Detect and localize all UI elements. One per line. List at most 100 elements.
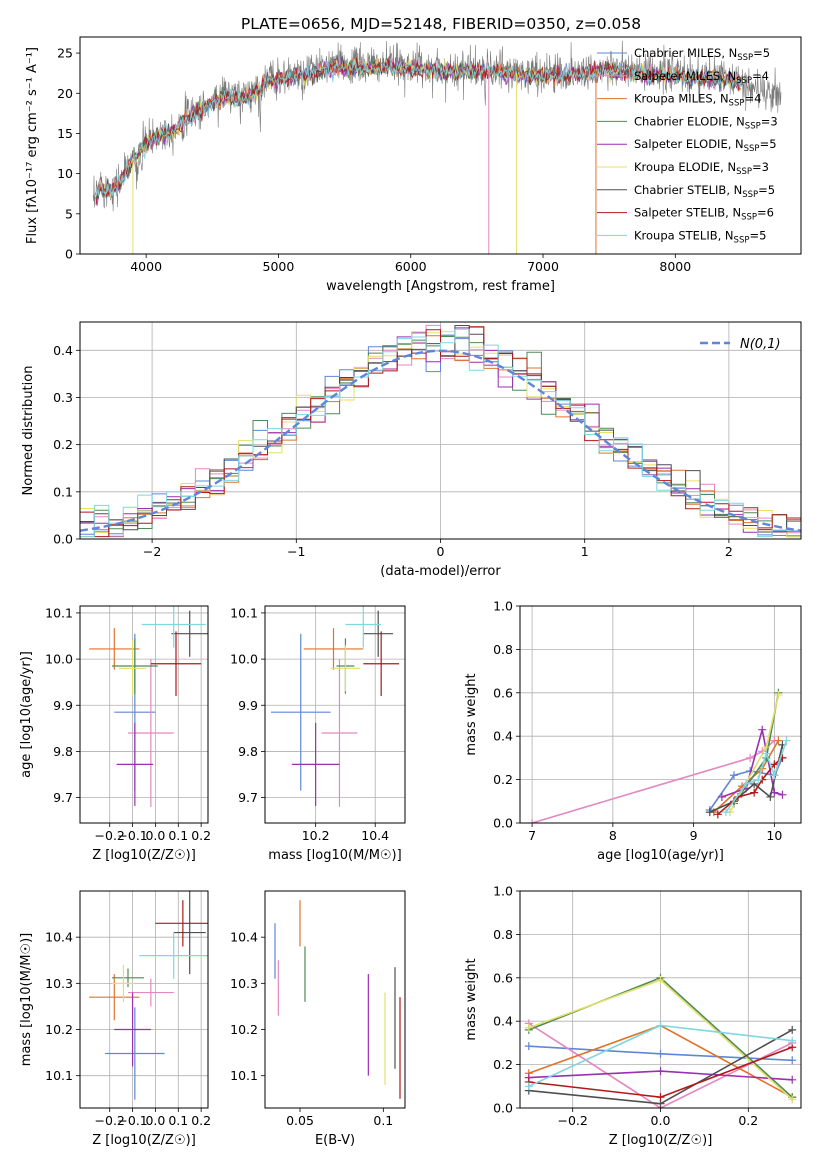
residuals-ytick-label: 0.3 (53, 390, 73, 405)
weight-vs-age-xtick-label: 7 (528, 828, 536, 843)
weight-vs-age-ytick-label: 0.8 (493, 642, 513, 657)
mass-vs-Z-xlabel: Z [log10(Z/Z☉)] (92, 1133, 196, 1148)
age-vs-Z-point (118, 640, 147, 697)
mass-vs-EBV-ytick-label: 10.4 (230, 930, 258, 945)
spectrum-ytick-label: 20 (57, 86, 73, 101)
residuals-plot-area (80, 324, 801, 538)
spectrum-xtick-label: 7000 (527, 259, 559, 274)
mass-vs-Z-ytick-label: 10.2 (45, 1022, 73, 1037)
spectrum-ytick-label: 5 (65, 206, 73, 221)
mass-vs-Z-point (112, 964, 135, 1002)
weight-vs-Z-ytick-label: 0.6 (493, 970, 513, 985)
weight-vs-age-point-marker (754, 775, 763, 784)
weight-vs-age-point-marker (762, 749, 771, 758)
spectrum-legend-label: Salpeter ELODIE, NSSP=5 (634, 137, 777, 154)
residuals-ytick-label: 0.2 (53, 437, 73, 452)
mass-vs-EBV-xtick-label: 0.05 (286, 1113, 314, 1128)
mass-vs-Z-ytick-label: 10.1 (45, 1068, 73, 1083)
weight-vs-age-ylabel: mass weight (464, 673, 479, 755)
weight-vs-Z-point-marker (788, 1025, 797, 1034)
spectrum-ytick-label: 15 (57, 126, 73, 141)
age-vs-Z-xtick-label: 0.0 (145, 828, 165, 843)
mass-vs-Z-xtick-label: 0.2 (191, 1113, 211, 1128)
weight-vs-Z-point-marker (524, 1042, 533, 1051)
mass-vs-Z-xtick-label: 0.1 (168, 1113, 188, 1128)
age-vs-Z-point (116, 722, 154, 806)
age-vs-mass-panel: 10.2 10.4 9.7 9.8 9.9 10.0 10.1 mass [log10(M/M… (230, 605, 406, 863)
spectrum-legend: Chabrier MILES, NSSP=5 Salpeter MILES, NS… (597, 46, 778, 245)
age-vs-Z-xtick-label: −0.1 (117, 828, 147, 843)
mass-vs-Z-frame (79, 890, 209, 1109)
mass-vs-Z-xtick-label: 0.0 (145, 1113, 165, 1128)
weight-vs-Z-plot-area (524, 973, 797, 1108)
spectrum-plot-area (92, 40, 782, 254)
age-vs-Z-point (89, 628, 140, 670)
weight-vs-age-point-marker (774, 736, 783, 745)
mass-vs-Z-ytick-label: 10.4 (45, 930, 73, 945)
weight-vs-age-point-marker (746, 753, 755, 762)
age-vs-Z-point (150, 631, 202, 697)
weight-vs-Z-point-marker (656, 1093, 665, 1102)
spectrum-legend-label: Chabrier ELODIE, NSSP=3 (634, 114, 778, 131)
weight-vs-age-ytick-label: 0.4 (493, 729, 513, 744)
weight-vs-age-ytick-label: 0.6 (493, 685, 513, 700)
residuals-xtick-label: −2 (143, 544, 161, 559)
weight-vs-age-panel: 7 8 9 10 0.0 0.2 0.4 0.6 0.8 1.0 age [log10(age/yr… (464, 599, 802, 863)
normal-distribution-curve (80, 349, 801, 532)
spectrum-xtick-label: 4000 (130, 259, 162, 274)
age-vs-Z-panel: −0.2−0.10.0 0.1 0.2 9.7 9.8 9.9 10.0 10.1 Z [log… (19, 605, 211, 863)
weight-vs-age-ytick-label: 0.0 (493, 816, 513, 831)
spectrum-legend-label: Kroupa MILES, NSSP=4 (634, 92, 761, 109)
weight-vs-age-point-marker (758, 725, 767, 734)
age-vs-mass-xlabel: mass [log10(M/M☉)] (268, 848, 401, 863)
weight-vs-age-grid (520, 605, 801, 824)
age-vs-mass-point (363, 631, 400, 697)
weight-vs-age-point-marker (713, 810, 722, 819)
mass-vs-Z-ylabel: mass [log10(M/M☉)] (19, 933, 34, 1066)
age-vs-mass-point (321, 659, 358, 807)
weight-vs-Z-ytick-label: 0.8 (493, 927, 513, 942)
weight-vs-age-xtick-label: 8 (609, 828, 617, 843)
age-vs-mass-point (303, 628, 364, 670)
age-vs-Z-xlabel: Z [log10(Z/Z☉)] (92, 848, 196, 863)
age-vs-Z-point (141, 606, 206, 648)
mass-vs-Z-point (128, 978, 174, 1007)
age-vs-Z-xtick-label: 0.1 (168, 828, 188, 843)
figure-title: PLATE=0656, MJD=52148, FIBERID=0350, z=0… (241, 15, 641, 33)
weight-vs-Z-xlabel: Z [log10(Z/Z☉)] (609, 1133, 713, 1148)
weight-vs-age-ytick-label: 1.0 (493, 599, 513, 614)
age-vs-Z-xtick-label: 0.2 (191, 828, 211, 843)
weight-vs-age-ytick-label: 0.2 (493, 772, 513, 787)
spectrum-legend-label: Chabrier STELIB, NSSP=5 (634, 183, 775, 200)
weight-vs-Z-point-marker (656, 1021, 665, 1030)
weight-vs-Z-point-marker (656, 975, 665, 984)
mass-vs-EBV-xlabel: E(B-V) (315, 1133, 355, 1148)
weight-vs-age-series-line (713, 740, 780, 813)
residuals-ytick-label: 0.0 (53, 532, 73, 547)
age-vs-mass-point (363, 610, 394, 657)
weight-vs-age-xlabel: age [log10(age/yr)] (597, 848, 724, 863)
spectrum-ytick-label: 10 (57, 166, 73, 181)
weight-vs-Z-point-marker (788, 1056, 797, 1065)
mass-vs-EBV-ytick-label: 10.2 (230, 1022, 258, 1037)
spectrum-ytick-label: 0 (65, 247, 73, 262)
residuals-ytick-label: 0.1 (53, 484, 73, 499)
weight-vs-age-point-marker (742, 779, 751, 788)
age-vs-Z-grid (80, 606, 208, 823)
age-vs-mass-ytick-label: 9.7 (238, 790, 258, 805)
weight-vs-age-point-marker (766, 792, 775, 801)
age-vs-mass-point (330, 645, 361, 692)
age-vs-Z-frame (79, 605, 209, 824)
age-vs-mass-point (345, 606, 382, 648)
spectrum-legend-label: Kroupa ELODIE, NSSP=3 (634, 160, 769, 177)
residuals-xtick-label: 0 (437, 544, 445, 559)
age-vs-Z-ytick-label: 9.9 (53, 698, 73, 713)
spectrum-model-line (95, 59, 742, 197)
weight-vs-age-series-line (725, 740, 788, 813)
weight-vs-Z-point-marker (656, 1049, 665, 1058)
weight-vs-Z-ytick-label: 0.0 (493, 1101, 513, 1116)
weight-vs-Z-xtick-label: 0.0 (651, 1113, 671, 1128)
age-vs-mass-frame (264, 605, 406, 824)
age-vs-mass-point (270, 633, 331, 791)
